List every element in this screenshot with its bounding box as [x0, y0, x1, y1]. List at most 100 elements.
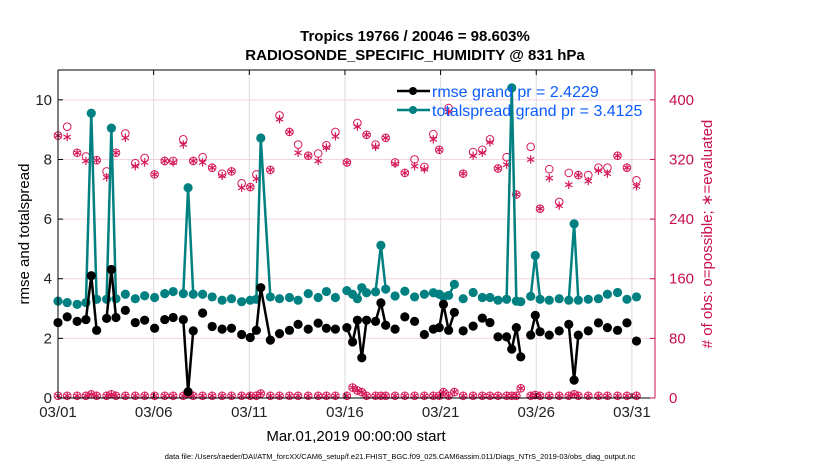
- obs-low-evaluated-marker: [112, 391, 120, 400]
- star-stroke: [218, 173, 227, 179]
- rmse-marker: [92, 325, 102, 335]
- rmse-marker: [245, 332, 255, 343]
- obs-low-evaluated-marker: [331, 391, 340, 400]
- star-stroke: [564, 182, 573, 188]
- rmse-marker: [485, 317, 495, 328]
- totalspread-marker: [150, 292, 160, 303]
- rmse-marker: [468, 321, 478, 331]
- totalspread-marker: [86, 108, 96, 118]
- rmse-line-segment: [186, 330, 195, 392]
- star-stroke: [237, 393, 246, 399]
- star-stroke: [131, 393, 140, 399]
- obs-evaluated-marker: [314, 156, 323, 166]
- totalspread-line-segment: [259, 137, 272, 297]
- obs-evaluated-marker: [179, 140, 188, 149]
- totalspread-marker: [381, 284, 391, 294]
- legend-marker-0: [409, 87, 417, 95]
- totalspread-line-segment: [90, 113, 98, 300]
- obs-low-evaluated-marker: [435, 391, 444, 400]
- plot-series: [53, 83, 642, 401]
- totalspread-marker: [622, 294, 632, 304]
- rmse-marker: [183, 387, 193, 397]
- obs-low-evaluated-marker: [285, 391, 294, 400]
- title-line-2: RADIOSONDE_SPECIFIC_HUMIDITY @ 831 hPa: [245, 47, 585, 64]
- totalspread-marker: [217, 295, 227, 305]
- star-stroke: [613, 153, 622, 159]
- star-stroke: [478, 393, 487, 399]
- star-stroke: [444, 393, 453, 399]
- totalspread-marker: [544, 295, 554, 305]
- star-stroke: [81, 158, 90, 164]
- star-stroke: [603, 170, 612, 177]
- obs-low-evaluated-marker: [121, 391, 130, 400]
- x-tick-label: 03/16: [326, 404, 364, 421]
- totalspread-marker: [330, 292, 340, 303]
- obs-evaluated-marker: [545, 173, 554, 183]
- star-stroke: [494, 393, 502, 399]
- star-stroke: [189, 158, 198, 164]
- rmse-marker: [251, 325, 261, 335]
- x-tick-label: 03/01: [39, 404, 77, 421]
- star-stroke: [256, 390, 265, 397]
- totalspread-line-segment: [186, 187, 195, 295]
- star-stroke: [160, 158, 169, 164]
- star-stroke: [526, 393, 535, 399]
- y2-tick-label: 320: [669, 151, 694, 168]
- star-stroke: [275, 116, 284, 122]
- obs-low-evaluated-marker: [227, 391, 236, 400]
- obs-low-evaluated-marker: [410, 391, 419, 400]
- totalspread-line-segment: [84, 113, 93, 303]
- obs-evaluated-marker: [189, 156, 198, 166]
- rmse-marker: [376, 298, 386, 308]
- star-stroke: [112, 150, 120, 156]
- rmse-marker: [86, 271, 96, 281]
- rmse-marker: [198, 308, 208, 318]
- obs-evaluated-marker: [371, 142, 380, 151]
- obs-low-evaluated-marker: [150, 391, 159, 400]
- star-stroke: [459, 393, 468, 399]
- star-stroke: [584, 393, 593, 399]
- totalspread-line-segment: [572, 223, 580, 301]
- rmse-marker: [434, 323, 444, 333]
- obs-low-evaluated-marker: [622, 391, 631, 400]
- obs-low-evaluated-marker: [613, 391, 622, 400]
- legend-label-0: rmse grand pr = 2.4229: [432, 84, 599, 101]
- rmse-marker: [622, 318, 632, 328]
- totalspread-marker: [265, 292, 275, 302]
- obs-evaluated-marker: [227, 167, 236, 176]
- totalspread-marker: [593, 294, 604, 304]
- obs-evaluated-marker: [459, 169, 468, 178]
- star-stroke: [322, 393, 331, 399]
- star-stroke: [331, 393, 340, 399]
- totalspread-line-segment: [534, 255, 542, 300]
- obs-low-evaluated-marker: [314, 391, 323, 400]
- totalspread-marker: [303, 289, 313, 299]
- star-stroke: [410, 393, 419, 399]
- totalspread-marker: [501, 294, 512, 304]
- star-stroke: [371, 144, 380, 150]
- totalspread-marker: [569, 219, 579, 229]
- rmse-line-segment: [515, 327, 522, 358]
- totalspread-marker: [612, 287, 623, 298]
- star-stroke: [353, 124, 362, 130]
- star-stroke: [342, 393, 351, 399]
- totalspread-marker: [444, 290, 454, 301]
- obs-low-evaluated-marker: [275, 391, 284, 400]
- star-stroke: [594, 393, 603, 399]
- star-stroke: [381, 393, 390, 399]
- obs-evaluated-marker: [613, 151, 622, 160]
- star-stroke: [469, 393, 478, 399]
- star-stroke: [342, 159, 351, 166]
- obs-low-evaluated-marker: [478, 391, 487, 400]
- star-stroke: [420, 393, 429, 399]
- totalspread-marker: [62, 297, 72, 308]
- obs-evaluated-marker: [169, 158, 178, 167]
- y2-tick-label: 0: [669, 390, 677, 407]
- obs-evaluated-marker: [63, 132, 72, 142]
- star-stroke: [63, 134, 72, 140]
- rmse-marker: [564, 319, 574, 329]
- totalspread-line-segment: [374, 245, 383, 292]
- star-stroke: [410, 163, 419, 169]
- star-stroke: [92, 157, 101, 163]
- rmse-marker: [438, 299, 449, 309]
